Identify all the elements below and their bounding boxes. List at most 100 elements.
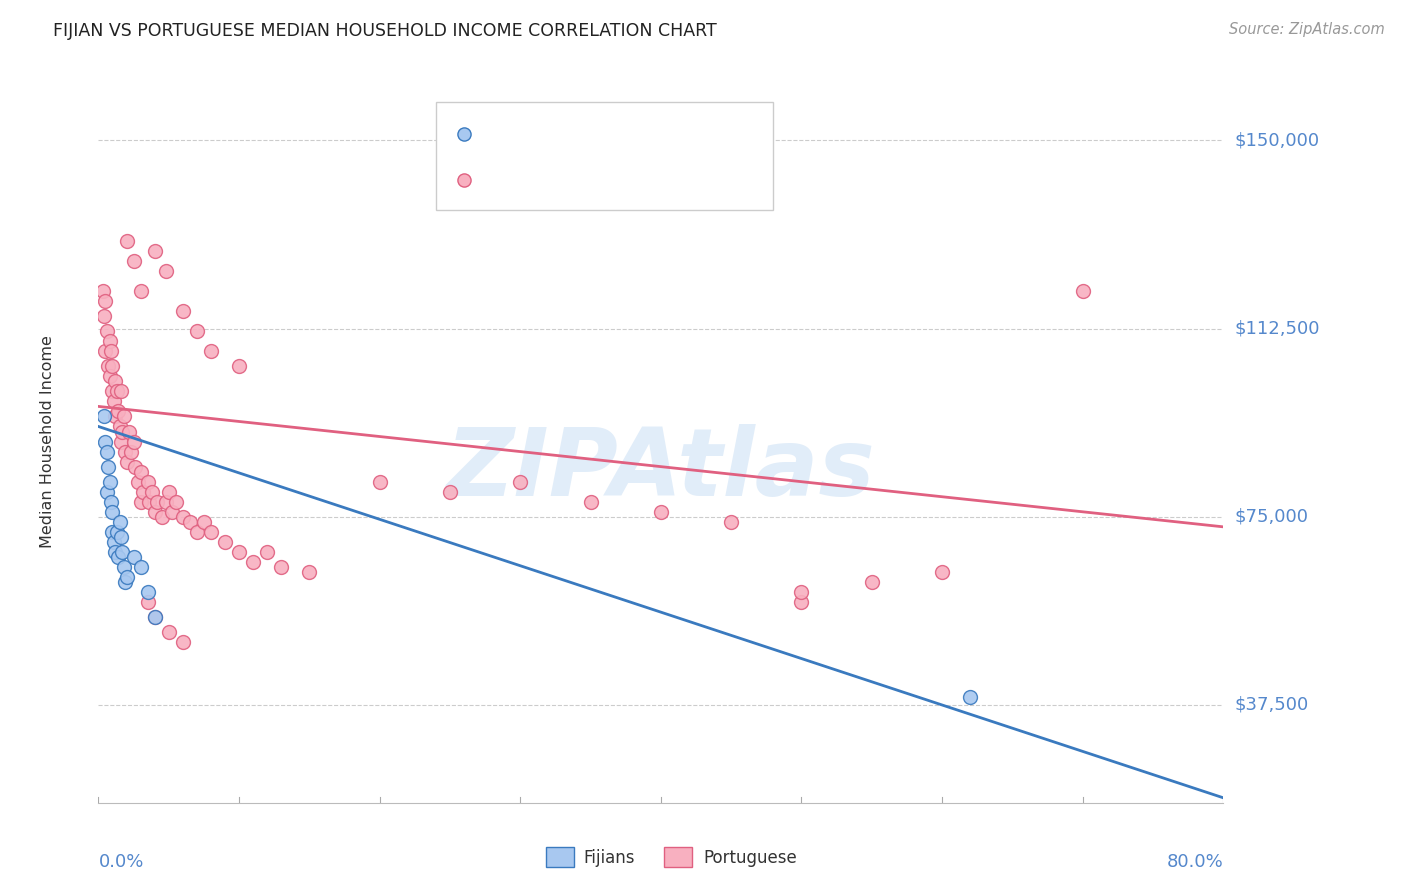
Point — [96, 324, 118, 338]
Point — [157, 625, 180, 640]
Point — [172, 304, 194, 318]
Text: N = 24: N = 24 — [644, 126, 711, 144]
Point — [790, 595, 813, 609]
Point — [112, 560, 135, 574]
Point — [118, 425, 141, 439]
Point — [94, 293, 117, 308]
Point — [579, 494, 602, 508]
Point — [186, 524, 208, 539]
Point — [96, 444, 118, 458]
Text: 0.0%: 0.0% — [98, 854, 143, 871]
Point — [155, 264, 177, 278]
Point — [136, 585, 159, 599]
Point — [136, 475, 159, 489]
Point — [146, 494, 169, 508]
Text: Fijians: Fijians — [583, 849, 636, 867]
Point — [104, 409, 127, 424]
Point — [228, 359, 250, 374]
Point — [124, 459, 146, 474]
Point — [143, 610, 166, 624]
Point — [256, 545, 278, 559]
Point — [104, 374, 127, 388]
Text: ZIPAtlas: ZIPAtlas — [446, 425, 876, 516]
Point — [110, 384, 132, 399]
Point — [110, 530, 132, 544]
Point — [650, 505, 672, 519]
Point — [129, 560, 152, 574]
Point — [115, 234, 138, 248]
Point — [172, 635, 194, 649]
Point — [143, 505, 166, 519]
Point — [860, 574, 883, 589]
Point — [200, 344, 222, 359]
Point — [157, 484, 180, 499]
Point — [200, 524, 222, 539]
Point — [98, 475, 121, 489]
Point — [959, 690, 981, 705]
Point — [136, 595, 159, 609]
Point — [111, 545, 134, 559]
Point — [107, 549, 129, 564]
Point — [122, 434, 145, 449]
Point — [127, 475, 149, 489]
Point — [114, 444, 136, 458]
Point — [1071, 284, 1094, 298]
Point — [108, 419, 131, 434]
Point — [105, 524, 128, 539]
Point — [91, 284, 114, 298]
Point — [544, 886, 567, 892]
Point — [94, 434, 117, 449]
Point — [129, 494, 152, 508]
Point — [94, 344, 117, 359]
Text: R = -0.222: R = -0.222 — [498, 171, 595, 189]
Point — [143, 610, 166, 624]
Point — [931, 565, 953, 579]
Text: Median Household Income: Median Household Income — [41, 335, 55, 548]
Point — [160, 505, 183, 519]
Point — [97, 359, 120, 374]
Point — [129, 284, 152, 298]
Point — [98, 334, 121, 348]
Point — [103, 394, 125, 409]
Point — [439, 484, 461, 499]
Point — [155, 494, 177, 508]
Text: 80.0%: 80.0% — [1167, 854, 1223, 871]
Point — [101, 359, 124, 374]
Point — [104, 545, 127, 559]
Point — [790, 585, 813, 599]
Point — [720, 515, 742, 529]
Point — [100, 344, 122, 359]
Point — [122, 549, 145, 564]
Point — [172, 509, 194, 524]
Point — [107, 404, 129, 418]
Point — [115, 570, 138, 584]
Text: N = 74: N = 74 — [644, 171, 711, 189]
Point — [165, 494, 187, 508]
Point — [141, 484, 163, 499]
Point — [368, 475, 391, 489]
Point — [193, 515, 215, 529]
Point — [270, 560, 292, 574]
Point — [101, 505, 124, 519]
Point — [122, 253, 145, 268]
Point — [110, 434, 132, 449]
Text: R = -0.645: R = -0.645 — [498, 126, 595, 144]
Text: Source: ZipAtlas.com: Source: ZipAtlas.com — [1229, 22, 1385, 37]
Point — [93, 409, 115, 424]
Point — [214, 534, 236, 549]
Text: Portuguese: Portuguese — [703, 849, 797, 867]
Point — [143, 244, 166, 258]
Point — [544, 886, 567, 892]
Point — [108, 515, 131, 529]
Point — [101, 384, 124, 399]
Point — [228, 545, 250, 559]
Point — [98, 369, 121, 384]
Point — [115, 454, 138, 468]
Point — [186, 324, 208, 338]
Bar — [436, 102, 773, 211]
Point — [93, 309, 115, 323]
Point — [242, 555, 264, 569]
Point — [132, 484, 155, 499]
Point — [120, 444, 142, 458]
Point — [150, 509, 173, 524]
